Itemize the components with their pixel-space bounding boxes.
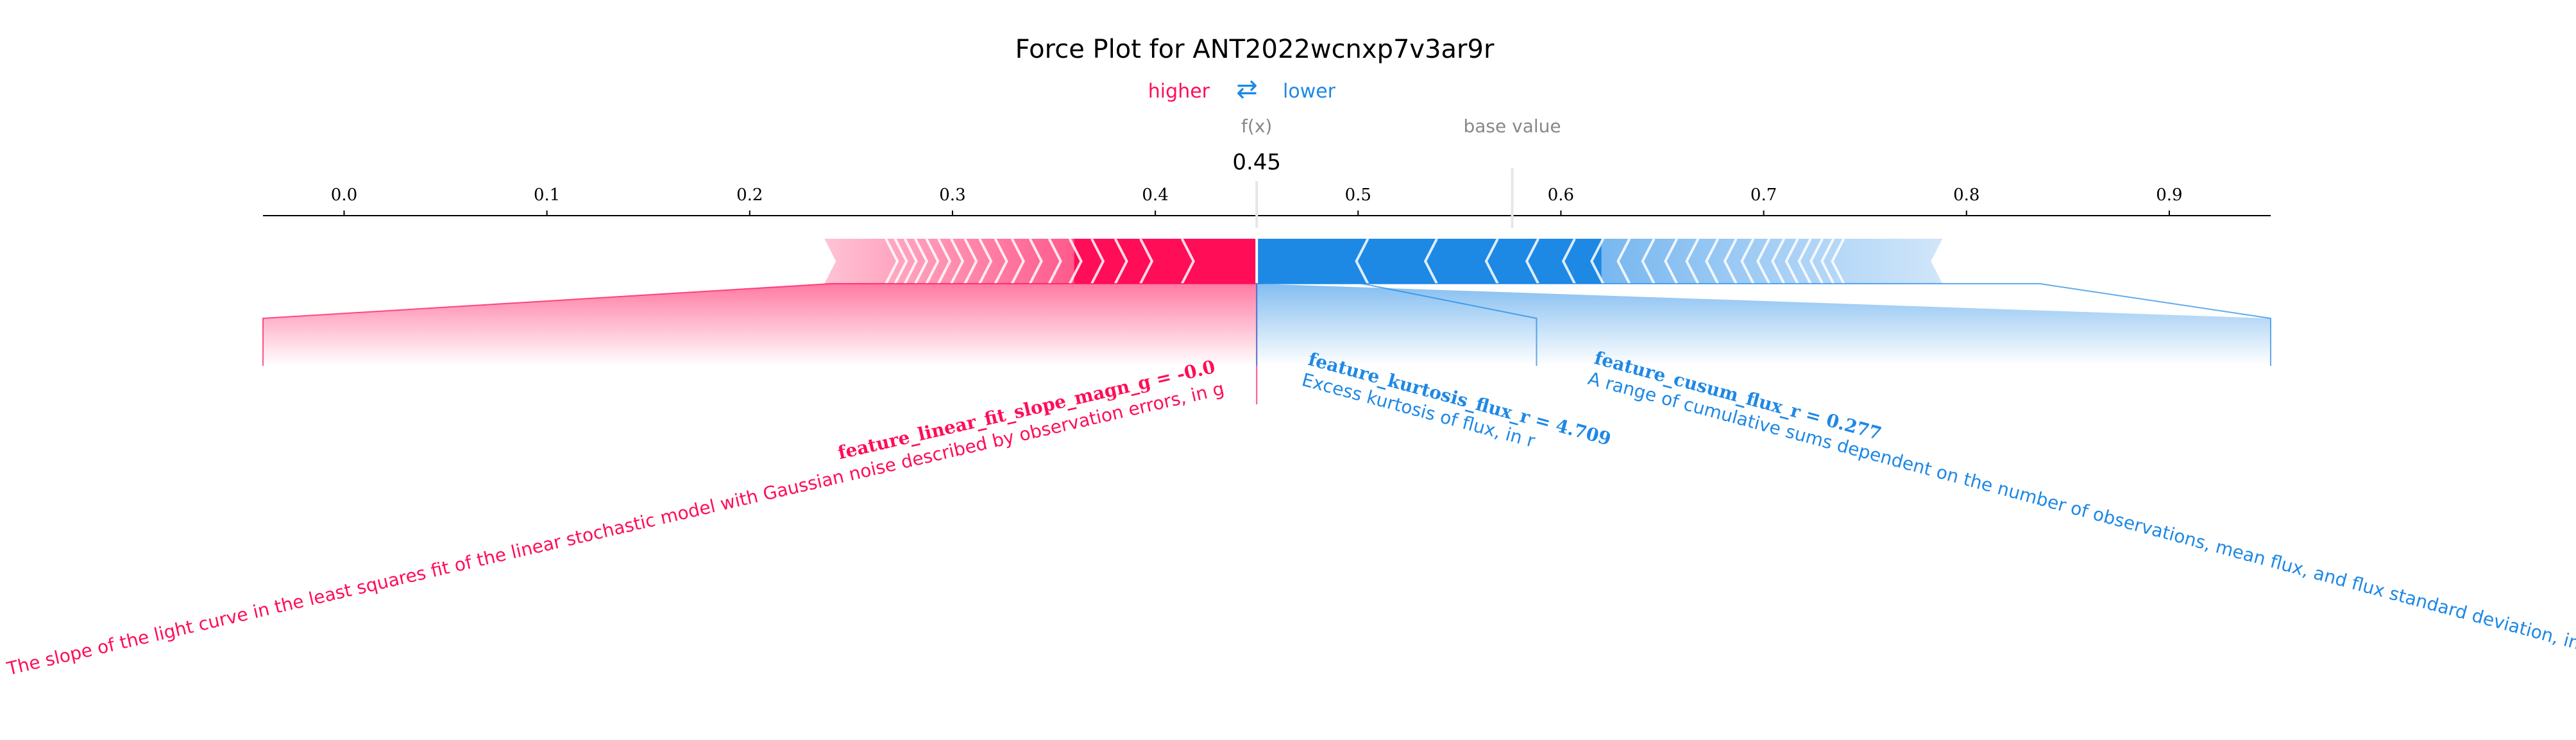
negative-segment-chevron [1820,238,1835,284]
negative-segment-chevron [1685,238,1700,284]
positive-force-core [1074,239,1257,284]
legend-arrows-icon: ⇄ [1236,74,1258,104]
legend-higher-label: higher [1148,80,1210,103]
negative-segment-chevron [1525,238,1539,284]
positive-segment-chevron [1139,238,1154,284]
x-tick-label: 0.9 [2156,185,2182,205]
negative-segment-chevron [1831,238,1845,284]
negative-segment-chevron [1423,238,1438,284]
negative-segment-chevron [1756,238,1771,284]
positive-segment-chevron [937,238,952,284]
negative-segment-chevron [1723,238,1738,284]
positive-segment-chevron [978,238,993,284]
negative-segment-chevron [1616,238,1631,284]
x-tick-label: 0.8 [1953,185,1979,205]
feature-connectors [262,283,2271,404]
positive-segment-chevron [994,238,1008,284]
positive-segment-chevron [894,238,908,284]
positive-segment-chevron [885,238,899,284]
x-tick-label: 0.4 [1142,185,1168,205]
negative-segment-chevron [1705,238,1720,284]
positive-segment-chevron [1180,238,1195,284]
x-tick-label: 0.6 [1548,185,1574,205]
feature-description-linear-fit-slope: The slope of the light curve in the leas… [4,378,1226,680]
value-guides [1255,168,1514,228]
positive-segment-chevron [914,238,929,284]
negative-segment-chevron [1740,238,1755,284]
positive-segment-chevron [1010,238,1025,284]
negative-force-core [1257,239,1602,284]
output-label: f(x) [1241,116,1272,137]
positive-segment-chevron [963,238,978,284]
x-tick-label: 0.0 [331,185,357,205]
negative-segment-chevron [1664,238,1679,284]
positive-segment-chevron [1047,238,1062,284]
x-tick-label: 0.3 [939,185,965,205]
kurtosis-connector [1362,283,1538,366]
base-value-label: base value [1463,116,1561,137]
negative-segment-chevron [1797,238,1812,284]
negative-segment-chevron [1784,238,1799,284]
positive-segment-chevron [1028,238,1043,284]
positive-segment-chevron [1090,238,1105,284]
positive-segment-chevron [925,238,940,284]
positive-segment-chevron [903,238,918,284]
positive-segment-chevron [1114,238,1128,284]
negative-segment-chevron [1641,238,1656,284]
negative-connector-fan [1257,284,2271,366]
positive-segment-chevron [950,238,965,284]
negative-segment-chevron [1590,238,1605,284]
x-tick-label: 0.2 [736,185,763,205]
negative-connector-outline [1256,283,2271,366]
negative-segment-chevron [1809,238,1824,284]
force-bars [824,238,1943,284]
positive-segment-chevron [1068,238,1083,284]
negative-segment-chevron [1771,238,1786,284]
negative-segment-chevron [1484,238,1499,284]
x-axis: 0.0 0.1 0.2 0.3 0.4 0.5 0.6 0.7 0.8 0.9 [263,185,2271,216]
x-tick-label: 0.7 [1750,185,1777,205]
legend-lower-label: lower [1283,80,1336,103]
positive-connector-fan [263,284,1257,366]
feature-description-cusum: A range of cumulative sums dependent on … [1586,368,2576,657]
feature-labels: feature_linear_fit_slope_magn_g = -0.0Th… [4,347,2576,680]
chart-title: Force Plot for ANT2022wcnxp7v3ar9r [1015,35,1495,64]
x-tick-label: 0.5 [1345,185,1371,205]
x-tick-label: 0.1 [534,185,560,205]
output-value: 0.45 [1232,150,1281,175]
negative-segment-chevron [1561,238,1576,284]
negative-segment-chevron [1355,238,1369,284]
